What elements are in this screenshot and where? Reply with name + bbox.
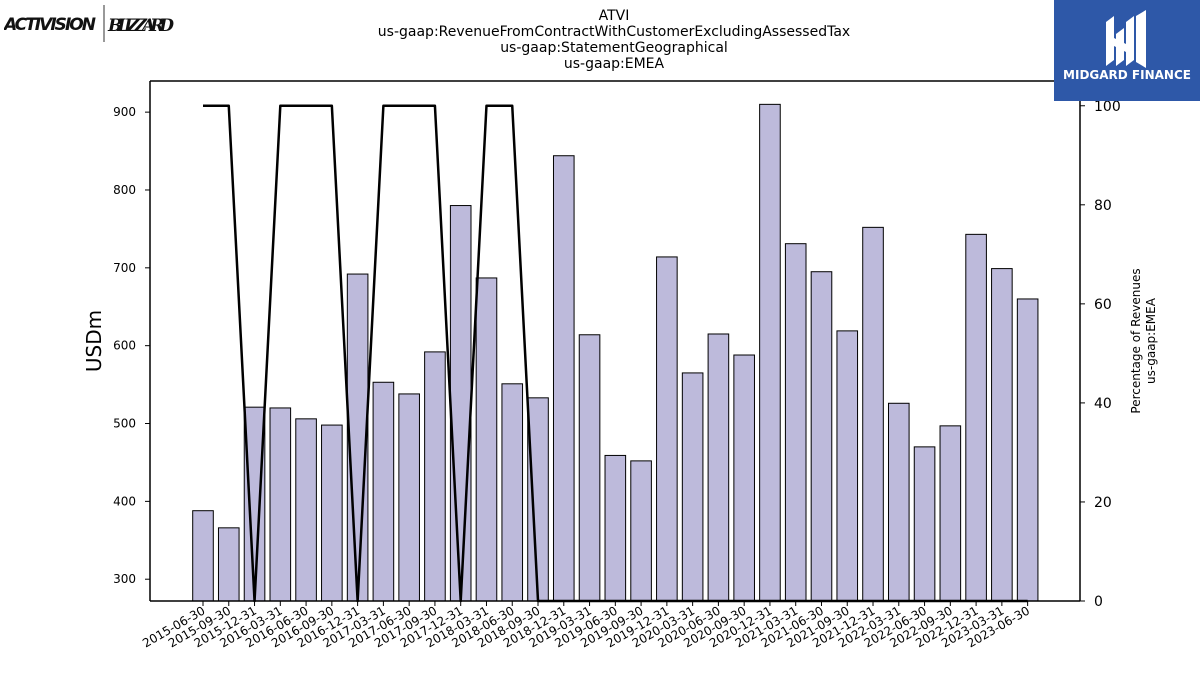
bar-2023-03-31 [991,268,1013,602]
chart-title: ATVIus-gaap:RevenueFromContractWithCusto… [378,8,850,72]
bar-2015-09-30 [217,527,240,602]
bar-2021-06-30 [810,271,833,602]
y2-label-line-0: Percentage of Revenues [1129,268,1143,413]
bar-2023-06-30 [1016,298,1039,602]
bar-2015-06-30 [192,510,214,602]
y-tick-label-900: 900 [113,105,136,119]
bar-2020-06-30 [707,333,730,602]
bar-2017-09-30 [424,351,446,602]
bar-2018-12-31 [552,155,575,602]
midgard-finance-label: MIDGARD FINANCE [1063,68,1191,82]
y2-tick-label-0: 0 [1094,594,1103,610]
y-axis-label: USDm [82,310,106,372]
bar-2016-12-31 [346,273,369,602]
bar-2017-06-30 [398,393,420,602]
y-tick-label-700: 700 [113,261,136,275]
y2-tick-label-40: 40 [1094,396,1112,412]
y2-label-line-1: us-gaap:EMEA [1144,297,1158,384]
activision-blizzard-logo: ACTIVISION BLIZZARD [2,4,176,44]
y-tick-label-800: 800 [113,183,136,197]
bar-2021-09-30 [836,330,859,602]
bar-2022-12-31 [965,233,987,602]
y2-tick-label-60: 60 [1094,297,1112,313]
y-tick-label-600: 600 [113,339,136,353]
bar-2016-09-30 [321,424,343,602]
y-tick-label-300: 300 [113,572,136,586]
midgard-mark-icon [1106,10,1146,68]
y2-axis-ticks: 0 20 40 60 80 100 [1080,99,1121,610]
bar-2022-03-31 [887,402,910,602]
bar-2018-06-30 [501,383,524,602]
bar-2019-12-31 [656,256,678,602]
bar-2018-03-31 [475,277,498,602]
bar-2022-09-30 [939,425,962,602]
bar-2019-06-30 [604,454,627,602]
y-tick-label-400: 400 [113,494,136,508]
bar-2017-03-31 [372,381,395,602]
title-line-0: ATVI [599,8,630,24]
y-axis-ticks: 300 400 500 600 700 800 900 [113,105,150,586]
bar-2016-06-30 [295,418,317,602]
bar-2020-12-31 [759,103,781,602]
y2-tick-label-80: 80 [1094,198,1112,214]
bar-2018-09-30 [527,397,549,602]
bar-series [192,103,1039,602]
blizzard-wordmark: BLIZZARD [107,16,174,36]
y2-axis-label: Percentage of Revenues us-gaap:EMEA [1129,268,1158,413]
bar-2020-09-30 [733,354,755,602]
y2-tick-label-100: 100 [1094,99,1121,115]
bar-2019-03-31 [578,334,601,602]
title-line-2: us-gaap:StatementGeographical [500,40,728,56]
bar-2017-12-31 [449,205,472,602]
title-line-1: us-gaap:RevenueFromContractWithCustomerE… [378,24,850,40]
bar-2021-12-31 [862,226,884,602]
bar-2019-09-30 [630,460,652,602]
midgard-finance-logo: MIDGARD FINANCE [1054,0,1200,101]
x-axis-ticks: 2015-06-302015-09-302015-12-312016-03-31… [140,601,1032,650]
bar-2022-06-30 [913,446,936,602]
y-tick-label-500: 500 [113,417,136,431]
activision-wordmark: ACTIVISION [4,15,96,35]
bar-2020-03-31 [681,372,704,602]
bar-2021-03-31 [784,243,807,602]
bar-2015-12-31 [243,406,266,602]
title-line-3: us-gaap:EMEA [564,56,665,72]
y2-tick-label-20: 20 [1094,495,1112,511]
bar-2016-03-31 [269,407,292,602]
